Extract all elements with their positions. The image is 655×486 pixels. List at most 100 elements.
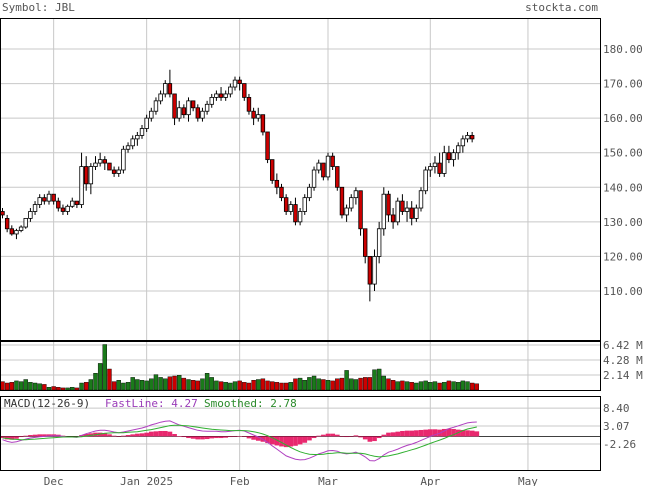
- volume-bar: [325, 380, 331, 391]
- candle-body: [232, 79, 238, 88]
- panel-frame: [0, 396, 601, 471]
- volume-bar: [409, 382, 414, 391]
- volume-bar: [42, 384, 47, 391]
- macd-histogram-bar: [316, 435, 322, 437]
- volume-bar: [469, 382, 475, 391]
- volume-bar: [390, 380, 396, 391]
- volume-bar: [88, 379, 94, 391]
- volume-bar: [28, 382, 33, 391]
- candle-body: [288, 204, 293, 212]
- macd-histogram-bar: [367, 436, 373, 442]
- volume-bar: [121, 382, 126, 391]
- candle-body: [195, 107, 200, 119]
- candle-body: [353, 190, 359, 199]
- candle-body: [404, 207, 410, 212]
- volume-bar: [288, 382, 293, 391]
- volume-bar: [414, 382, 419, 391]
- volume-bar: [70, 387, 75, 391]
- volume-bar: [167, 376, 173, 391]
- macd-histogram-bar: [232, 436, 238, 437]
- macd-histogram-bar: [144, 432, 149, 437]
- candle-body: [181, 107, 187, 116]
- volume-bar: [363, 377, 368, 391]
- macd-histogram-bar: [395, 431, 401, 437]
- macd-histogram-bar: [279, 436, 284, 447]
- volume-bar: [149, 378, 154, 391]
- macd-histogram-bar: [42, 434, 47, 437]
- candle-body: [260, 114, 266, 133]
- macd-histogram-bar: [4, 436, 10, 440]
- candle-body: [297, 211, 303, 223]
- x-tick-label: Jan 2025: [120, 475, 173, 486]
- macd-histogram-bar: [358, 436, 363, 438]
- volume-bar: [153, 374, 159, 391]
- macd-histogram-bar: [209, 436, 215, 439]
- candle-body: [172, 93, 177, 119]
- candle-body: [339, 186, 345, 216]
- candle-body: [37, 197, 42, 205]
- macd-histogram-bar: [135, 433, 140, 437]
- macd-histogram-bar: [176, 436, 182, 437]
- volume-bar: [460, 380, 466, 391]
- candle-body: [23, 217, 28, 228]
- candle-body: [186, 100, 191, 116]
- macd-histogram-bar: [223, 436, 229, 438]
- volume-bar: [330, 380, 335, 391]
- macd-histogram-bar: [214, 436, 219, 439]
- macd-histogram-bar: [9, 436, 15, 440]
- macd-histogram-bar: [321, 434, 326, 437]
- candle-body: [321, 162, 326, 178]
- macd-histogram-bar: [465, 430, 470, 437]
- macd-histogram-bar: [344, 436, 349, 438]
- candle-body: [32, 204, 38, 212]
- macd-histogram-bar: [390, 432, 396, 437]
- macd-histogram-bar: [288, 436, 294, 447]
- volume-bar: [335, 378, 340, 391]
- volume-bar: [14, 380, 19, 391]
- macd-histogram-bar: [335, 434, 340, 437]
- candle-body: [130, 138, 135, 147]
- volume-bar: [465, 381, 470, 391]
- macd-title: MACD(12-26-9): [4, 397, 90, 410]
- candle-body: [111, 169, 117, 174]
- candle-body: [400, 200, 405, 212]
- x-axis-labels: Dec Jan 2025 Feb Mar Apr May: [44, 475, 539, 486]
- candle-body: [432, 162, 438, 167]
- macd-histogram-bar: [23, 435, 29, 437]
- candle-body: [93, 162, 98, 167]
- volume-bar: [432, 381, 438, 391]
- macd-histogram-bar: [251, 436, 256, 440]
- volume-bar: [144, 380, 149, 391]
- price-tick-label: 180.00: [603, 43, 643, 56]
- candle-body: [455, 145, 461, 154]
- macd-histogram-bar: [37, 434, 43, 437]
- macd-histogram-bar: [283, 436, 289, 448]
- x-tick-label: Feb: [230, 475, 250, 486]
- macd-histogram-bar: [460, 429, 466, 437]
- volume-bar: [446, 380, 452, 391]
- macd-tick-label: 3.07: [603, 420, 630, 433]
- macd-histogram-bar: [218, 436, 224, 439]
- volume-bar: [279, 382, 284, 391]
- volume-bar: [307, 377, 312, 391]
- macd-histogram-bar: [423, 429, 428, 437]
- candle-body: [293, 204, 298, 223]
- candle-body: [237, 79, 242, 84]
- volume-bar: [353, 379, 359, 391]
- volume-bar: [51, 386, 56, 391]
- macd-smoothed-line: [2, 424, 477, 458]
- candle-body: [88, 166, 94, 185]
- macd-histogram-bar: [307, 436, 312, 441]
- macd-histogram-bar: [311, 436, 317, 439]
- macd-axis-labels: 8.40 3.07 -2.26: [603, 402, 636, 451]
- macd-fastline-legend: FastLine: 4.27: [105, 397, 198, 410]
- macd-histogram-bar: [111, 435, 117, 437]
- volume-bar: [102, 344, 108, 391]
- macd-histogram-bar: [32, 434, 38, 437]
- volume-axis-labels: 6.42 M 4.28 M 2.14 M: [603, 339, 643, 382]
- candle-body: [9, 228, 14, 235]
- volume-bar: [158, 377, 163, 391]
- macd-histogram-bar: [204, 436, 210, 440]
- candle-body: [42, 197, 47, 202]
